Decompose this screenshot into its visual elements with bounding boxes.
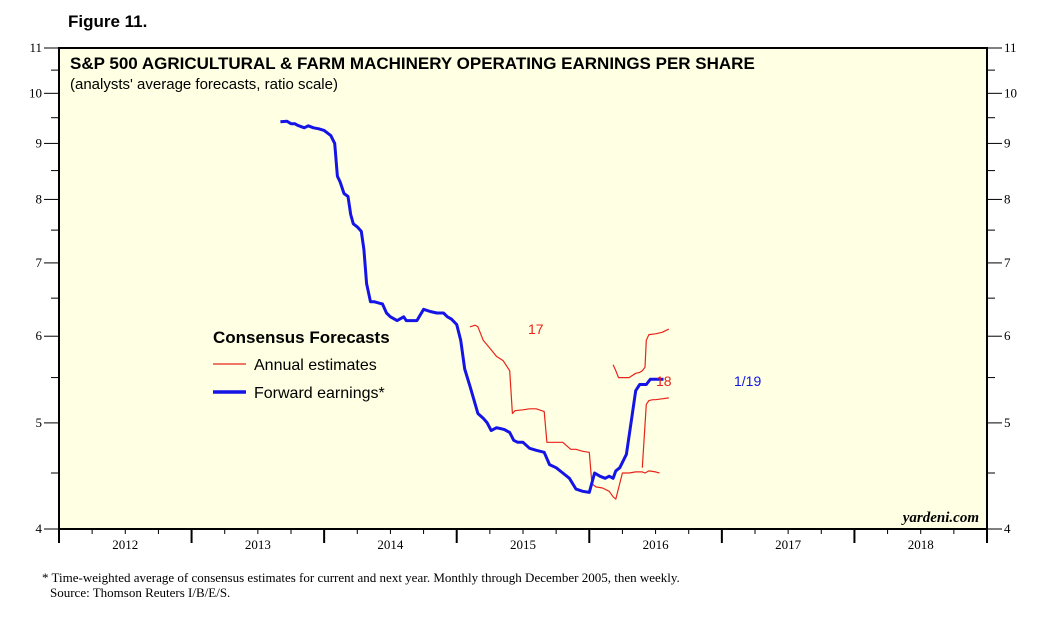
y-tick-label-right-4: 4: [1004, 521, 1011, 536]
annual-estimates-line-18: [612, 328, 670, 379]
y-tick-label-right-5: 5: [1004, 415, 1011, 430]
forward-earnings-line: [280, 119, 664, 494]
x-tick-label-2015: 2015: [510, 537, 536, 552]
chart-title: S&P 500 AGRICULTURAL & FARM MACHINERY OP…: [70, 54, 755, 73]
series-layer: [280, 119, 670, 500]
y-axis-left: 4 5 6 7 8 9 10 11: [29, 40, 59, 536]
annual-estimates-line-extra: [641, 397, 669, 468]
y-axis-right: 4 5 6 7 8 9 10 11: [987, 40, 1017, 536]
y-tick-label-left-8: 8: [36, 191, 43, 206]
y-tick-label-right-9: 9: [1004, 135, 1011, 150]
legend-title: Consensus Forecasts: [213, 328, 390, 347]
annotation-1-19: 1/19: [734, 373, 761, 389]
legend-label-forward: Forward earnings*: [254, 385, 385, 402]
legend: Consensus Forecasts Annual estimates For…: [213, 328, 390, 402]
chart-subtitle: (analysts' average forecasts, ratio scal…: [70, 76, 338, 93]
x-tick-label-2012: 2012: [112, 537, 138, 552]
brand-watermark: yardeni.com: [901, 510, 979, 526]
annual-estimates-line-17: [469, 324, 660, 500]
y-tick-label-left-5: 5: [36, 415, 43, 430]
x-axis: 2012 2013 2014 2015 2016 2017 2018: [58, 529, 988, 552]
y-tick-label-left-4: 4: [36, 521, 43, 536]
x-tick-label-2014: 2014: [377, 537, 404, 552]
x-tick-label-2017: 2017: [775, 537, 802, 552]
y-tick-label-left-9: 9: [36, 135, 43, 150]
y-tick-label-right-6: 6: [1004, 328, 1011, 343]
annotation-18: 18: [656, 373, 672, 389]
y-tick-label-left-7: 7: [36, 255, 43, 270]
x-tick-label-2018: 2018: [908, 537, 934, 552]
y-tick-label-right-10: 10: [1004, 85, 1017, 100]
y-tick-label-right-11: 11: [1004, 40, 1017, 55]
y-tick-label-left-11: 11: [29, 40, 42, 55]
y-tick-label-left-10: 10: [29, 85, 42, 100]
plot-area: [58, 47, 988, 530]
x-tick-label-2016: 2016: [643, 537, 670, 552]
x-tick-label-2013: 2013: [245, 537, 271, 552]
y-tick-label-right-8: 8: [1004, 191, 1011, 206]
legend-label-annual: Annual estimates: [254, 357, 377, 374]
source-note: Source: Thomson Reuters I/B/E/S.: [50, 585, 230, 600]
footnote: * Time-weighted average of consensus est…: [42, 570, 680, 585]
y-tick-label-left-6: 6: [36, 328, 43, 343]
annotation-17: 17: [528, 321, 544, 337]
figure-label: Figure 11.: [68, 12, 147, 31]
y-tick-label-right-7: 7: [1004, 255, 1011, 270]
